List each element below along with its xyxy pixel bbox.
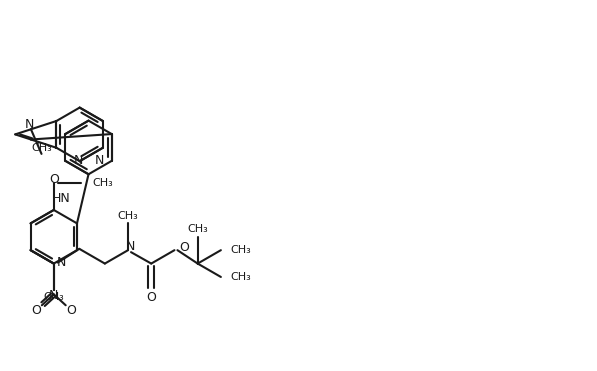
Text: O: O bbox=[31, 304, 41, 317]
Text: N: N bbox=[57, 256, 66, 269]
Text: N: N bbox=[73, 154, 82, 167]
Text: CH₃: CH₃ bbox=[118, 211, 139, 221]
Text: N: N bbox=[125, 240, 135, 253]
Text: N: N bbox=[94, 154, 104, 167]
Text: CH₃: CH₃ bbox=[231, 272, 251, 282]
Text: CH₃: CH₃ bbox=[44, 292, 64, 302]
Text: CH₃: CH₃ bbox=[31, 143, 52, 153]
Text: O: O bbox=[146, 291, 156, 304]
Text: HN: HN bbox=[52, 192, 71, 205]
Text: O: O bbox=[49, 173, 59, 186]
Text: CH₃: CH₃ bbox=[187, 224, 208, 234]
Text: O: O bbox=[67, 304, 76, 317]
Text: CH₃: CH₃ bbox=[231, 245, 251, 255]
Text: O: O bbox=[180, 241, 189, 254]
Text: N: N bbox=[24, 118, 33, 131]
Text: CH₃: CH₃ bbox=[93, 178, 113, 188]
Text: N: N bbox=[49, 289, 59, 302]
